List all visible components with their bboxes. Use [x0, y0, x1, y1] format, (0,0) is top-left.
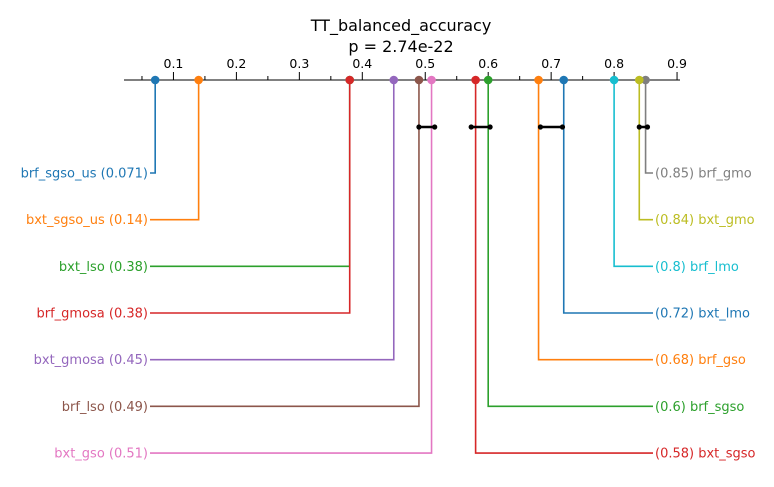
axis-tick-label: 0.9 — [667, 56, 687, 71]
method-label-brf_gmosa: brf_gmosa (0.38) — [36, 307, 148, 322]
axis-tick-label: 0.5 — [415, 56, 435, 71]
axis-tick-label: 0.2 — [226, 56, 246, 71]
connector-brf_gso — [537, 80, 653, 361]
connector-brf_sgso — [487, 80, 653, 408]
rank-marker-bxt_gmo — [634, 75, 644, 85]
clique-endpoint — [636, 124, 642, 130]
connector-brf_gmosa — [150, 80, 351, 314]
rank-marker-brf_gso — [534, 75, 543, 85]
rank-marker-brf_sgso — [483, 75, 493, 85]
method-label-brf_lmo: (0.8) brf_lmo — [655, 260, 739, 275]
rank-axis: 0.1 0.2 0.3 0.4 0.5 0.6 0.7 0.8 0.9 — [124, 56, 687, 81]
rank-marker-bxt_sgso — [471, 75, 480, 85]
connector-bxt_gmosa — [150, 80, 395, 361]
method-label-bxt_gso: bxt_gso (0.51) — [54, 447, 148, 462]
connector-bxt_gso — [150, 80, 433, 454]
chart-title: TT_balanced_accuracy — [310, 16, 492, 36]
axis-tick-label: 0.7 — [541, 56, 561, 71]
method-connectors — [150, 75, 653, 454]
rank-marker-brf_lmo — [609, 75, 619, 85]
connector-bxt_sgso_us — [150, 80, 200, 221]
rank-marker-brf_gmo — [641, 75, 650, 85]
method-label-brf_sgso: (0.6) brf_sgso — [655, 400, 744, 415]
axis-tick-label: 0.4 — [352, 56, 372, 71]
connector-brf_lmo — [613, 80, 653, 268]
rank-marker-bxt_sgso_us — [194, 75, 203, 85]
rank-marker-bxt_lmo — [559, 75, 569, 85]
clique-bars — [416, 124, 651, 130]
clique-endpoint — [432, 124, 438, 130]
rank-marker-brf_sgso_us — [150, 75, 160, 85]
method-labels: brf_sgso_us (0.071) bxt_sgso_us (0.14) bxt… — [21, 167, 756, 462]
chart-subtitle: p = 2.74e-22 — [348, 37, 453, 56]
method-label-bxt_lmo: (0.72) bxt_lmo — [655, 307, 750, 322]
clique-endpoint — [487, 124, 493, 130]
rank-marker-brf_gmosa — [345, 75, 355, 85]
connector-brf_lso — [150, 80, 420, 408]
method-label-brf_gso: (0.68) brf_gso — [655, 353, 746, 368]
rank-marker-bxt_gso — [427, 75, 436, 85]
axis-tick-label: 0.3 — [289, 56, 309, 71]
clique-endpoint — [416, 124, 422, 130]
connector-bxt_lso — [150, 80, 351, 268]
clique-endpoint — [644, 124, 651, 130]
method-label-bxt_lso: bxt_lso (0.38) — [59, 260, 148, 275]
method-label-bxt_sgso_us: bxt_sgso_us (0.14) — [26, 213, 148, 228]
connector-brf_sgso_us — [150, 80, 156, 174]
clique-endpoint — [468, 124, 474, 130]
method-label-bxt_gmo: (0.84) bxt_gmo — [655, 213, 755, 228]
method-label-bxt_sgso: (0.58) bxt_sgso — [655, 447, 756, 462]
connector-bxt_lmo — [562, 80, 653, 314]
method-label-brf_sgso_us: brf_sgso_us (0.071) — [21, 167, 148, 182]
method-label-bxt_gmosa: bxt_gmosa (0.45) — [34, 353, 148, 368]
rank-marker-brf_lso — [414, 75, 424, 85]
method-label-brf_gmo: (0.85) brf_gmo — [655, 167, 752, 182]
axis-tick-label: 0.6 — [478, 56, 498, 71]
rank-marker-bxt_gmosa — [389, 75, 399, 85]
clique-endpoint — [537, 124, 544, 130]
axis-tick-label: 0.1 — [164, 56, 184, 71]
connector-brf_gmo — [644, 80, 653, 174]
axis-tick-label: 0.8 — [604, 56, 624, 71]
method-label-brf_lso: brf_lso (0.49) — [62, 400, 148, 415]
connector-bxt_sgso — [474, 80, 653, 454]
clique-endpoint — [559, 124, 566, 130]
